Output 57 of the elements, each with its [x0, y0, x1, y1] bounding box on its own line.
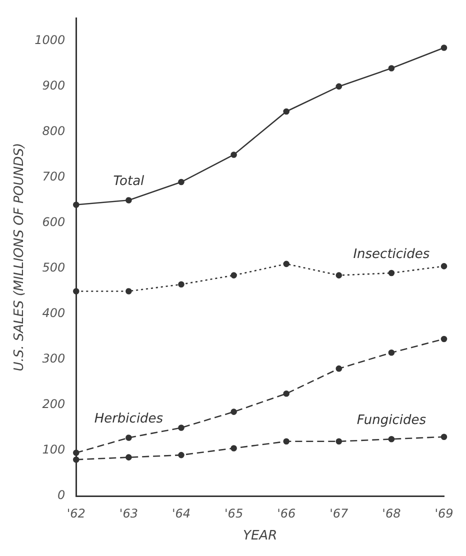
x-tick-label: '65 [224, 506, 244, 520]
x-axis-title: YEAR [243, 528, 278, 544]
point [283, 108, 290, 115]
y-tick-label: 200 [42, 397, 66, 412]
y-axis-title: U.S. SALES (MILLIONS OF POUNDS) [12, 142, 28, 372]
point [283, 260, 290, 268]
x-tick-label: '66 [277, 506, 296, 520]
series-label: Total [113, 174, 145, 190]
point [336, 438, 342, 445]
point [126, 454, 132, 460]
x-tick-label: '69 [434, 506, 454, 520]
point [178, 281, 184, 288]
y-tick-label: 800 [42, 124, 66, 138]
point [72, 456, 80, 463]
point [178, 178, 184, 186]
point [440, 434, 448, 440]
point [72, 288, 80, 294]
point [72, 202, 80, 208]
series-label: Fungicides [356, 412, 426, 428]
point [440, 263, 448, 270]
y-tick-label: 500 [42, 260, 66, 275]
point [230, 445, 237, 452]
point [336, 83, 342, 90]
y-tick-label: 1000 [34, 33, 66, 48]
x-tick-label: '68 [382, 506, 402, 520]
point [388, 350, 395, 356]
point [388, 436, 395, 442]
point [178, 424, 184, 431]
point [440, 336, 448, 342]
point [126, 197, 132, 204]
point [178, 452, 184, 458]
point [336, 365, 342, 372]
point [230, 272, 237, 278]
y-tick-label: 400 [42, 306, 66, 320]
series-label: Herbicides [94, 412, 164, 427]
point [230, 408, 237, 415]
y-tick-label: 0 [58, 488, 66, 502]
point [388, 65, 395, 72]
point [230, 152, 237, 158]
point [72, 450, 80, 456]
point [126, 288, 132, 294]
y-tick-label: 300 [42, 352, 66, 366]
point [283, 390, 290, 397]
point [283, 438, 290, 445]
point [336, 272, 342, 278]
x-tick-label: '67 [330, 506, 349, 520]
y-tick-label: 100 [42, 442, 66, 457]
x-tick-label: '64 [172, 506, 191, 520]
y-tick-label: 600 [42, 215, 66, 230]
y-tick-label: 700 [42, 170, 66, 184]
x-tick-label: '63 [119, 506, 138, 520]
point [388, 270, 395, 276]
y-tick-label: 900 [42, 78, 66, 93]
point [126, 434, 132, 441]
point [440, 44, 448, 51]
series-label: Insecticides [353, 246, 430, 262]
x-tick-label: '62 [66, 506, 86, 520]
